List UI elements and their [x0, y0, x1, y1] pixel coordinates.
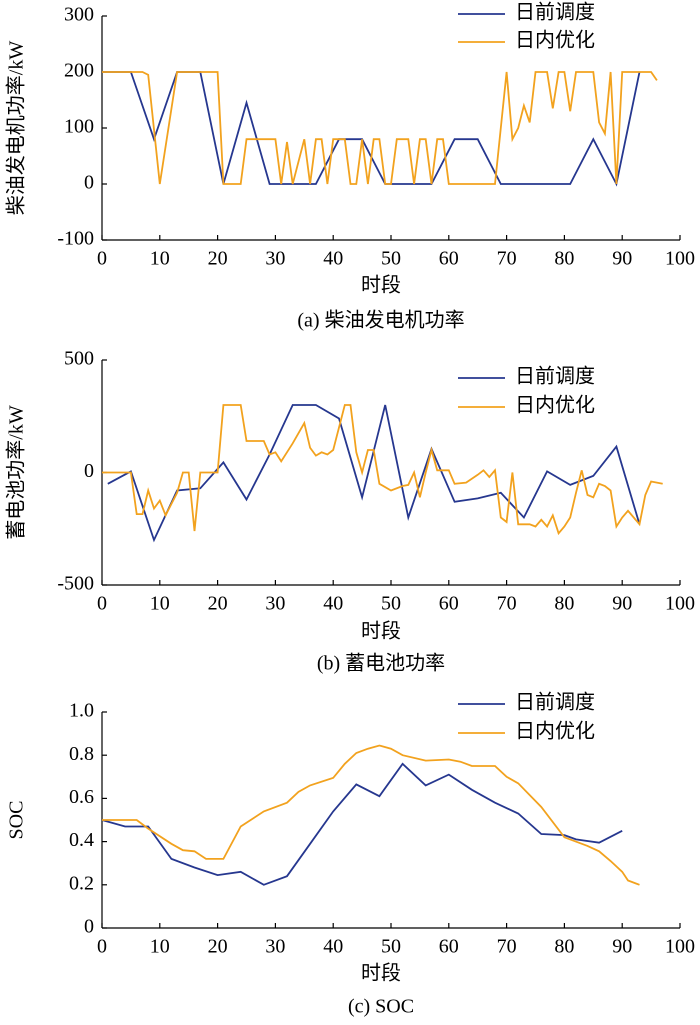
- x-axis-label: 时段: [361, 620, 401, 643]
- x-tick-label: 60: [439, 248, 459, 270]
- y-tick-label: 0: [84, 916, 94, 938]
- x-tick-label: 90: [612, 248, 632, 270]
- x-tick-label: 70: [497, 248, 517, 270]
- y-tick-label: -100: [57, 228, 94, 250]
- x-tick-label: 10: [150, 248, 170, 270]
- x-tick-label: 30: [265, 593, 285, 615]
- y-tick-label: 0: [84, 172, 94, 194]
- y-tick-label: 0.6: [69, 786, 94, 808]
- legend-label: 日内优化: [515, 29, 595, 52]
- x-tick-label: 10: [150, 936, 170, 958]
- series-line: [101, 762, 623, 886]
- y-tick-label: 0.8: [69, 743, 94, 765]
- x-axis-label: 时段: [361, 962, 401, 985]
- x-tick-label: 80: [554, 248, 574, 270]
- y-tick-label: 1.0: [69, 700, 94, 722]
- series-line: [102, 404, 663, 536]
- x-tick-label: 60: [439, 593, 459, 615]
- series-line: [102, 744, 640, 886]
- y-axis-label: 蓄电池功率/kW: [5, 405, 28, 540]
- series-line: [102, 71, 658, 185]
- legend-label: 日前调度: [515, 1, 595, 24]
- caption: (c) SOC: [348, 996, 414, 1018]
- x-tick-label: 80: [554, 936, 574, 958]
- x-tick-label: 90: [612, 593, 632, 615]
- x-tick-label: 40: [323, 248, 343, 270]
- x-tick-label: 40: [323, 593, 343, 615]
- x-tick-label: 70: [497, 593, 517, 615]
- y-tick-label: 0.2: [69, 872, 94, 894]
- y-tick-label: 0: [84, 460, 94, 482]
- x-tick-label: 20: [208, 248, 228, 270]
- y-tick-label: 100: [64, 116, 94, 138]
- y-tick-label: 300: [64, 4, 94, 26]
- legend-label: 日内优化: [515, 394, 595, 417]
- x-tick-label: 50: [381, 248, 401, 270]
- x-tick-label: 0: [97, 936, 107, 958]
- x-tick-label: 50: [381, 936, 401, 958]
- x-tick-label: 30: [265, 936, 285, 958]
- x-tick-label: 0: [97, 593, 107, 615]
- x-tick-label: 40: [323, 936, 343, 958]
- x-tick-label: 10: [150, 593, 170, 615]
- x-tick-label: 20: [208, 936, 228, 958]
- y-axis-label: 柴油发电机功率/kW: [5, 41, 28, 216]
- y-tick-label: 200: [64, 60, 94, 82]
- caption: (b) 蓄电池功率: [317, 652, 445, 675]
- x-tick-label: 80: [554, 593, 574, 615]
- x-tick-label: 30: [265, 248, 285, 270]
- legend-label: 日前调度: [515, 691, 595, 714]
- x-tick-label: 70: [497, 936, 517, 958]
- x-tick-label: 90: [612, 936, 632, 958]
- y-tick-label: 0.4: [69, 829, 94, 851]
- x-tick-label: 100: [665, 593, 695, 615]
- x-tick-label: 50: [381, 593, 401, 615]
- y-tick-label: -500: [57, 573, 94, 595]
- x-tick-label: 100: [665, 248, 695, 270]
- legend-label: 日前调度: [515, 365, 595, 388]
- x-tick-label: 60: [439, 936, 459, 958]
- y-axis-label: SOC: [6, 801, 28, 840]
- y-tick-label: 500: [64, 348, 94, 370]
- caption: (a) 柴油发电机功率: [297, 309, 464, 332]
- x-axis-label: 时段: [361, 274, 401, 297]
- x-tick-label: 0: [97, 248, 107, 270]
- legend-label: 日内优化: [515, 720, 595, 743]
- x-tick-label: 20: [208, 593, 228, 615]
- x-tick-label: 100: [665, 936, 695, 958]
